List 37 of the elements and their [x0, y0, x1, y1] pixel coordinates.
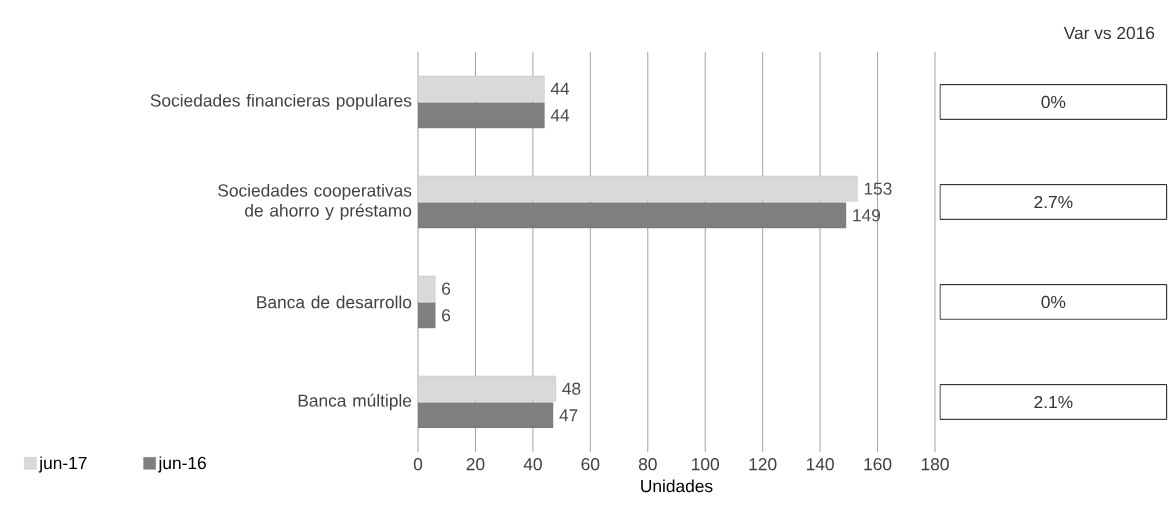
bar [418, 375, 557, 402]
text: 2.1% [1034, 395, 1073, 409]
x-tick-label: 20 [466, 458, 485, 471]
x-tick-label: 60 [581, 458, 600, 471]
text: 0% [1041, 295, 1066, 309]
x-tick-label: 40 [523, 458, 542, 471]
x-tick-label: 0 [413, 458, 423, 471]
bar [418, 102, 545, 129]
data-label: 44 [550, 109, 570, 122]
y-tick-label: Banca de desarrollo [257, 295, 412, 309]
x-tick-label: 100 [692, 458, 719, 471]
legend-label: jun-16 [158, 456, 206, 473]
bar [418, 302, 436, 329]
data-label: 153 [864, 182, 892, 195]
data-label: 6 [442, 282, 451, 295]
data-label: 44 [550, 82, 570, 95]
bar [418, 75, 545, 102]
y-tick-label: Sociedades cooperativas de ahorro y préstamo [218, 183, 412, 221]
bar [418, 202, 847, 229]
x-tick-label: 160 [864, 458, 892, 471]
x-axis-title: Unidades [641, 479, 713, 493]
text: Var vs 2016 [1063, 26, 1155, 40]
bar [418, 175, 858, 202]
text: 0% [1041, 95, 1066, 109]
text: 2.7% [1034, 195, 1073, 209]
y-tick-label: Sociedades financieras populares [150, 93, 412, 111]
data-label: 149 [853, 209, 881, 222]
bar [418, 402, 554, 429]
y-tick-label: Banca múltiple [298, 393, 412, 411]
data-label: 48 [562, 382, 581, 395]
data-label: 6 [442, 309, 451, 322]
legend-label: jun-17 [38, 456, 87, 473]
x-tick-label: 180 [921, 458, 949, 471]
x-tick-label: 80 [638, 458, 657, 471]
x-tick-label: 140 [806, 458, 834, 471]
data-label: 47 [559, 409, 578, 422]
x-tick-label: 120 [749, 458, 777, 471]
